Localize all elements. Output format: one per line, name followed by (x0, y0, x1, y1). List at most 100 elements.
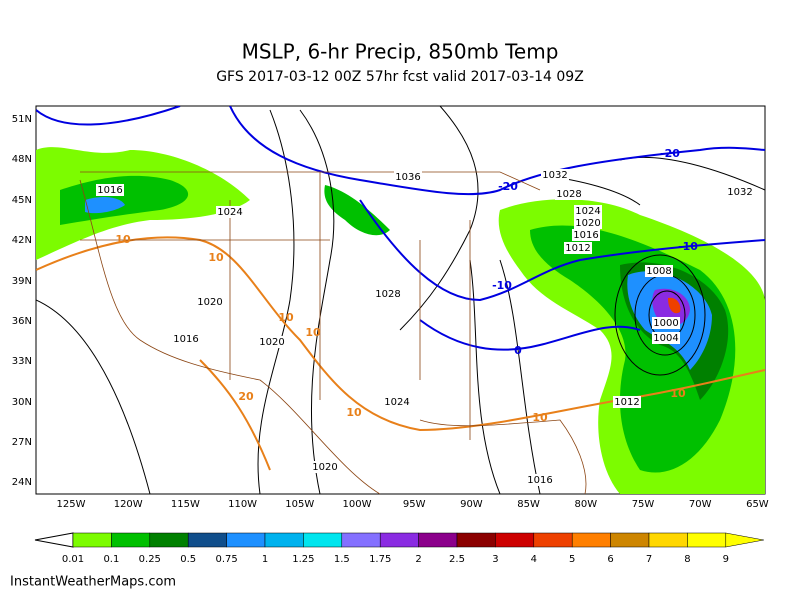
isobar-label-box (613, 396, 641, 408)
colorbar-segment (610, 532, 650, 548)
latitude-label: 27N (12, 437, 32, 448)
longitude-label: 85W (517, 499, 540, 510)
temp-contour (199, 359, 271, 471)
colorbar-label: 0.5 (180, 554, 196, 565)
colorbar-segment (111, 532, 151, 548)
isobar-label: 1016 (527, 475, 552, 486)
colorbar-label: 4 (531, 554, 537, 565)
isobar-label: 1020 (312, 462, 337, 473)
isobar-label-box (541, 169, 569, 181)
latitude-label: 42N (12, 235, 32, 246)
colorbar-label: 8 (684, 554, 690, 565)
temp-contour (36, 106, 765, 196)
temp-contour (359, 199, 765, 302)
precip-area (85, 197, 125, 214)
isobar-label-box (574, 217, 602, 229)
temperature-label: 10 (278, 311, 294, 324)
colorbar: 0.01 0.1 0.25 0.5 0.75 1 1.25 1.5 1.75 2 2.5 3 4 5 6 7 8… (34, 532, 764, 565)
colorbar-label: 0.01 (62, 554, 84, 565)
colorbar-label: 3 (492, 554, 498, 565)
isobar-label-box (172, 333, 200, 345)
colorbar-segment (341, 532, 381, 548)
colorbar-segment (264, 532, 304, 548)
longitude-label: 95W (403, 499, 426, 510)
latitude-label: 24N (12, 477, 32, 488)
latitude-label: 51N (12, 114, 32, 125)
colorbar-segment (72, 532, 112, 548)
latitude-label: 33N (12, 356, 32, 367)
isobar-label-box (258, 336, 286, 348)
isobar-label: 1024 (384, 397, 409, 408)
colorbar-high-arrow (725, 532, 764, 548)
colorbar-segment (149, 532, 189, 548)
latitude-label: 36N (12, 316, 32, 327)
colorbar-segment (495, 532, 535, 548)
colorbar-label: 0.1 (103, 554, 119, 565)
longitude-label: 80W (574, 499, 597, 510)
temperature-label: -20 (660, 147, 680, 160)
colorbar-label: 7 (646, 554, 652, 565)
isobar-label: 1008 (646, 266, 671, 277)
latitude-label: 30N (12, 397, 32, 408)
colorbar-segment (533, 532, 573, 548)
isobar-label-box (216, 206, 244, 218)
colorbar-segment (456, 532, 496, 548)
colorbar-low-arrow (34, 532, 74, 548)
latitude-label: 45N (12, 195, 32, 206)
isobar-label: 1016 (97, 185, 122, 196)
longitude-label: 90W (460, 499, 483, 510)
longitude-label: 75W (632, 499, 655, 510)
isobar-label-box (196, 296, 224, 308)
isobar-label: 1024 (217, 207, 242, 218)
isobar-label-box (574, 205, 602, 217)
isobar-label: 1000 (653, 318, 678, 329)
longitude-label: 115W (171, 499, 200, 510)
temp-contour (419, 319, 641, 351)
precip-area (324, 185, 390, 236)
isobar-label: 1024 (575, 206, 600, 217)
isobar-label-box (311, 461, 339, 473)
footer: InstantWeatherMaps.com (10, 575, 176, 590)
isobar-label: 1020 (197, 297, 222, 308)
isobar-label-box (555, 188, 583, 200)
isobar-label-box (564, 242, 592, 254)
temperature-label: 10 (305, 326, 321, 339)
longitude-label: 105W (285, 499, 314, 510)
colorbar-label: 0.75 (215, 554, 237, 565)
isobar-label-box (726, 186, 754, 198)
precip-area (668, 297, 681, 314)
colorbar-segment (648, 532, 688, 548)
isobar-label-box (572, 229, 600, 241)
isobar-label: 1020 (259, 337, 284, 348)
isobar-label: 1016 (173, 334, 198, 345)
longitude-label: 125W (57, 499, 86, 510)
colorbar-label: 6 (607, 554, 613, 565)
isobar-label-box (526, 474, 554, 486)
isobar-label: 1028 (375, 289, 400, 300)
isobar-label: 1016 (573, 230, 598, 241)
temperature-label: 10 (346, 406, 362, 419)
temperature-label: -10 (678, 240, 698, 253)
latitude-label: 39N (12, 276, 32, 287)
colorbar-segment (379, 532, 419, 548)
isobar-label: 1020 (575, 218, 600, 229)
longitude-label: 120W (114, 499, 143, 510)
temperature-label: -20 (498, 180, 518, 193)
temperature-label: 0 (514, 344, 522, 357)
isobar-label: 1032 (542, 170, 567, 181)
title: MSLP, 6-hr Precip, 850mb Temp (242, 40, 559, 64)
longitude-label: 65W (746, 499, 769, 510)
colorbar-segment (226, 532, 266, 548)
colorbar-label: 1.5 (334, 554, 350, 565)
longitude-label: 100W (343, 499, 372, 510)
colorbar-label: 1.75 (369, 554, 391, 565)
isobar-label-box (645, 265, 673, 277)
isobar-label-box (374, 288, 402, 300)
colorbar-segment (571, 532, 611, 548)
colorbar-label: 1.25 (292, 554, 314, 565)
subtitle: GFS 2017-03-12 00Z 57hr fcst valid 2017-… (216, 69, 584, 85)
colorbar-label: 5 (569, 554, 575, 565)
isobar-label: 1028 (556, 189, 581, 200)
isobar-label: 1012 (565, 243, 590, 254)
